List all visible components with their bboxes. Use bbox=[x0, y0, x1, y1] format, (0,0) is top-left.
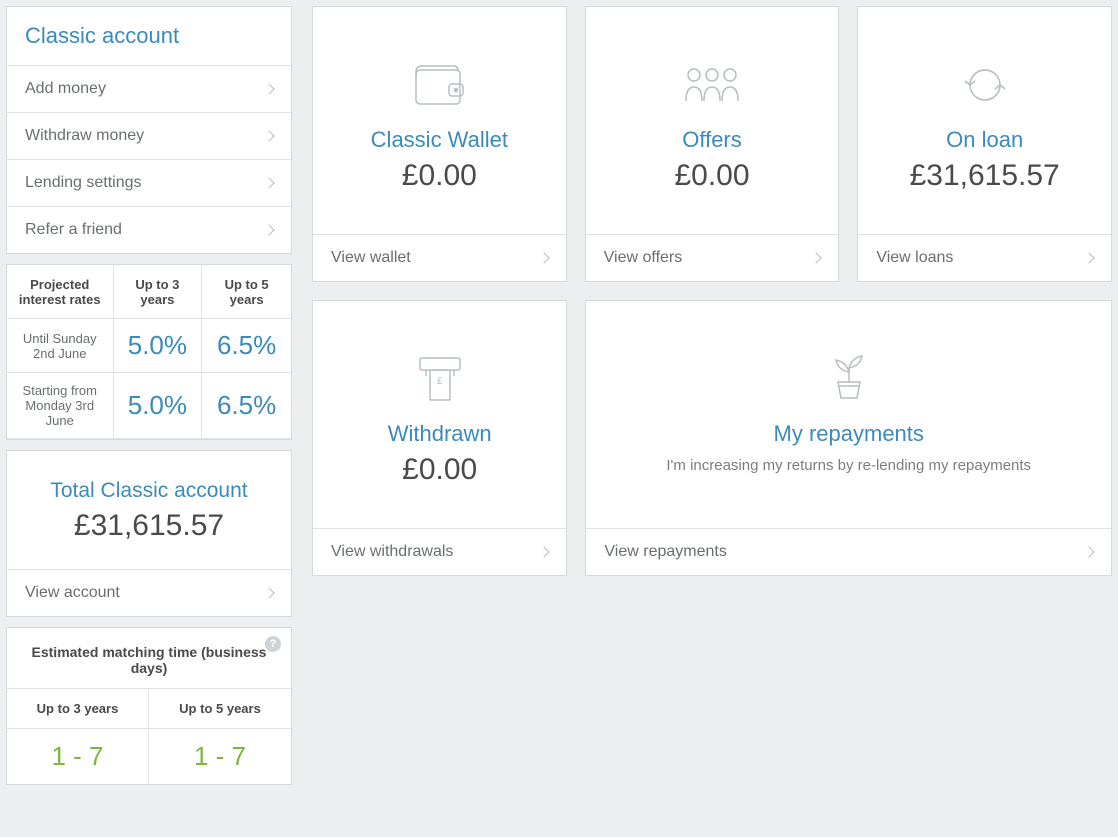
account-title: Classic account bbox=[7, 7, 291, 66]
svg-text:£: £ bbox=[437, 376, 443, 387]
chevron-right-icon bbox=[538, 252, 549, 263]
rates-header: Projected interest rates bbox=[7, 265, 114, 319]
menu-label: Add money bbox=[25, 80, 106, 98]
chevron-right-icon bbox=[263, 587, 274, 598]
rates-value: 5.0% bbox=[114, 319, 203, 373]
chevron-right-icon bbox=[263, 224, 274, 235]
wallet-icon bbox=[411, 57, 467, 113]
card-title: Offers bbox=[682, 127, 742, 153]
link-label: View loans bbox=[876, 249, 953, 267]
people-icon bbox=[680, 57, 744, 113]
card-amount: £0.00 bbox=[402, 159, 477, 193]
link-label: View account bbox=[25, 584, 120, 602]
chevron-right-icon bbox=[263, 83, 274, 94]
wallet-card: Classic Wallet £0.00 View wallet bbox=[312, 6, 567, 282]
link-label: View wallet bbox=[331, 249, 411, 267]
menu-refer-friend[interactable]: Refer a friend bbox=[7, 207, 291, 253]
rates-value: 5.0% bbox=[114, 373, 203, 439]
card-amount: £0.00 bbox=[402, 453, 477, 487]
total-panel: Total Classic account £31,615.57 View ac… bbox=[6, 450, 292, 617]
account-menu-panel: Classic account Add money Withdraw money… bbox=[6, 6, 292, 254]
chevron-right-icon bbox=[539, 546, 550, 557]
cycle-icon bbox=[960, 57, 1010, 113]
total-title: Total Classic account bbox=[17, 479, 281, 503]
rates-value: 6.5% bbox=[202, 319, 291, 373]
view-offers-link[interactable]: View offers bbox=[586, 234, 839, 281]
plant-icon bbox=[824, 351, 874, 407]
card-amount: £0.00 bbox=[674, 159, 749, 193]
view-wallet-link[interactable]: View wallet bbox=[313, 234, 566, 281]
link-label: View repayments bbox=[604, 543, 726, 561]
card-title: Classic Wallet bbox=[371, 127, 508, 153]
menu-label: Withdraw money bbox=[25, 127, 144, 145]
matching-col-header: Up to 5 years bbox=[149, 689, 291, 729]
view-loans-link[interactable]: View loans bbox=[858, 234, 1111, 281]
repayments-card: My repayments I'm increasing my returns … bbox=[585, 300, 1112, 576]
rates-value: 6.5% bbox=[202, 373, 291, 439]
link-label: View withdrawals bbox=[331, 543, 453, 561]
chevron-right-icon bbox=[1083, 546, 1094, 557]
total-amount: £31,615.57 bbox=[17, 509, 281, 543]
menu-add-money[interactable]: Add money bbox=[7, 66, 291, 113]
matching-title: Estimated matching time (business days) bbox=[7, 628, 291, 688]
view-withdrawals-link[interactable]: View withdrawals bbox=[313, 528, 566, 575]
menu-withdraw-money[interactable]: Withdraw money bbox=[7, 113, 291, 160]
chevron-right-icon bbox=[811, 252, 822, 263]
card-title: On loan bbox=[946, 127, 1023, 153]
matching-col-header: Up to 3 years bbox=[7, 689, 149, 729]
matching-value: 1 - 7 bbox=[149, 729, 291, 784]
menu-lending-settings[interactable]: Lending settings bbox=[7, 160, 291, 207]
onloan-card: On loan £31,615.57 View loans bbox=[857, 6, 1112, 282]
rates-row-label: Until Sunday 2nd June bbox=[7, 319, 114, 373]
card-title: Withdrawn bbox=[388, 421, 492, 447]
rates-panel: Projected interest rates Up to 3 years U… bbox=[6, 264, 292, 440]
offers-card: Offers £0.00 View offers bbox=[585, 6, 840, 282]
matching-panel: ? Estimated matching time (business days… bbox=[6, 627, 292, 785]
chevron-right-icon bbox=[263, 130, 274, 141]
link-label: View offers bbox=[604, 249, 683, 267]
help-icon[interactable]: ? bbox=[265, 636, 281, 652]
atm-icon: £ bbox=[412, 351, 468, 407]
view-repayments-link[interactable]: View repayments bbox=[586, 528, 1111, 575]
view-account-link[interactable]: View account bbox=[7, 569, 291, 616]
rates-header: Up to 5 years bbox=[202, 265, 291, 319]
chevron-right-icon bbox=[1083, 252, 1094, 263]
card-subtitle: I'm increasing my returns by re-lending … bbox=[666, 457, 1031, 474]
card-amount: £31,615.57 bbox=[910, 159, 1060, 193]
chevron-right-icon bbox=[263, 177, 274, 188]
menu-label: Lending settings bbox=[25, 174, 142, 192]
rates-header: Up to 3 years bbox=[114, 265, 203, 319]
menu-label: Refer a friend bbox=[25, 221, 122, 239]
card-title: My repayments bbox=[774, 421, 924, 447]
withdrawn-card: £ Withdrawn £0.00 View withdrawals bbox=[312, 300, 567, 576]
matching-value: 1 - 7 bbox=[7, 729, 149, 784]
rates-row-label: Starting from Monday 3rd June bbox=[7, 373, 114, 439]
